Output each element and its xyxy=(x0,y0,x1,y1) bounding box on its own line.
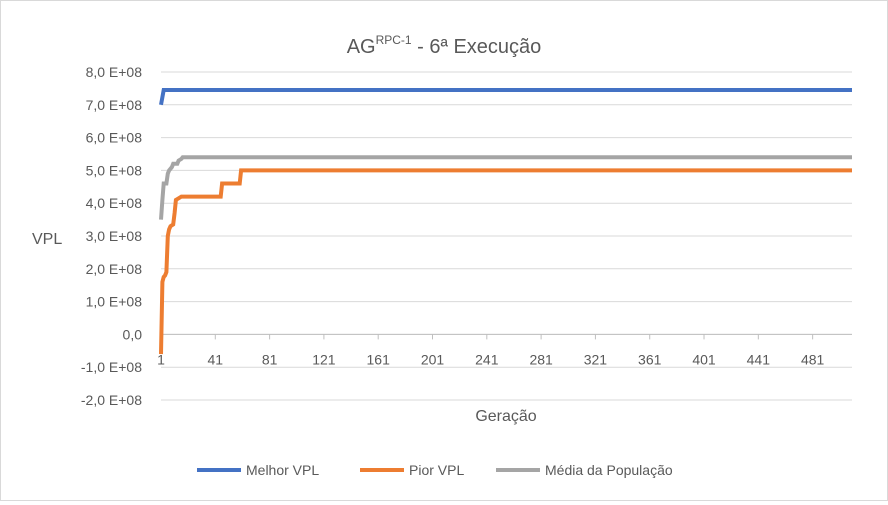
chart-title-main: AG xyxy=(347,36,376,58)
legend-label: Pior VPL xyxy=(409,462,464,478)
x-tick-label: 201 xyxy=(421,351,445,367)
y-tick-label: 1,0 E+08 xyxy=(86,294,143,310)
legend: Melhor VPL Pior VPL Média da População xyxy=(197,462,673,478)
gridlines xyxy=(160,71,852,401)
y-tick-label: -1,0 E+08 xyxy=(81,359,142,375)
x-tick-label: 361 xyxy=(638,351,662,367)
y-tick-label: 8,0 E+08 xyxy=(86,64,143,80)
y-tick-label: 6,0 E+08 xyxy=(86,130,143,146)
x-tick-label: 401 xyxy=(692,351,716,367)
y-tick-label: 3,0 E+08 xyxy=(86,228,143,244)
legend-label: Média da População xyxy=(545,462,673,478)
chart-title-superscript: RPC-1 xyxy=(376,33,412,47)
chart-title: AGRPC-1 - 6ª Execução xyxy=(347,33,542,58)
series-lines xyxy=(159,88,852,355)
y-tick-label: 2,0 E+08 xyxy=(86,261,143,277)
series-line-media-da-populacao xyxy=(159,155,852,220)
x-tick-label: 41 xyxy=(208,351,224,367)
x-tick-label: 1 xyxy=(157,351,165,367)
y-tick-label: 5,0 E+08 xyxy=(86,162,143,178)
y-axis-tick-labels: -2,0 E+08 -1,0 E+08 0,0 1,0 E+08 2,0 E+08 3,0… xyxy=(81,64,142,408)
x-tick-label: 121 xyxy=(312,351,336,367)
x-tick-label: 481 xyxy=(801,351,825,367)
y-tick-label: 4,0 E+08 xyxy=(86,195,143,211)
x-tick-label: 241 xyxy=(475,351,499,367)
legend-label: Melhor VPL xyxy=(246,462,319,478)
series-line-pior-vpl xyxy=(159,168,852,355)
x-tick-label: 161 xyxy=(367,351,391,367)
y-tick-label: -2,0 E+08 xyxy=(81,392,142,408)
x-tick-label: 321 xyxy=(584,351,608,367)
x-tick-label: 441 xyxy=(747,351,771,367)
chart-title-suffix: - 6ª Execução xyxy=(412,36,542,58)
x-tick-label: 281 xyxy=(529,351,553,367)
x-axis-title: Geração xyxy=(475,408,536,425)
x-axis-tick-labels: 1 41 81 121 161 201 241 281 321 361 401 441 481 xyxy=(157,351,824,367)
x-tick-label: 81 xyxy=(262,351,278,367)
series-line-melhor-vpl xyxy=(159,88,852,106)
y-axis-title: VPL xyxy=(32,231,62,248)
y-tick-label: 7,0 E+08 xyxy=(86,97,143,113)
y-tick-label: 0,0 xyxy=(123,326,143,342)
